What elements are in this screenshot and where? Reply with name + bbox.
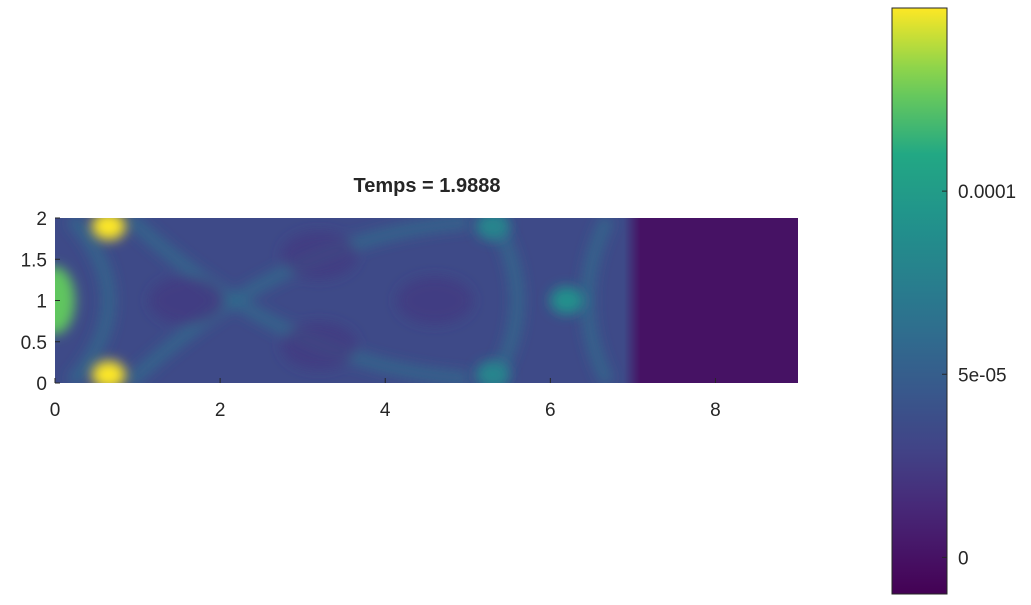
low-amplitude-region <box>396 276 473 325</box>
colorbar: 0 5e-05 0.0001 <box>891 7 1016 595</box>
wave-band <box>486 218 525 383</box>
x-tick-label: 8 <box>710 400 721 421</box>
x-tick-label: 6 <box>545 400 556 421</box>
y-tick-label: 1.5 <box>21 250 47 271</box>
hotspot <box>91 218 126 241</box>
low-amplitude-region <box>281 231 358 280</box>
x-axis: 0 2 4 6 8 <box>50 378 721 421</box>
plot-area <box>55 218 798 383</box>
field-bands <box>66 218 615 383</box>
colorbar-tick-label: 0.0001 <box>958 182 1016 203</box>
x-tick-label: 2 <box>215 400 226 421</box>
x-tick-label: 4 <box>380 400 391 421</box>
hotspot <box>475 218 510 241</box>
colorbar-fill <box>892 8 947 594</box>
colorbar-ticks: 0 5e-05 0.0001 <box>942 182 1016 569</box>
hotspot <box>91 360 126 383</box>
chart-title: Temps = 1.9888 <box>354 175 501 197</box>
wave-band <box>580 218 615 383</box>
y-tick-label: 0.5 <box>21 333 47 354</box>
colorbar-tick-label: 0 <box>958 548 969 569</box>
hotspot <box>549 286 584 315</box>
y-tick-label: 0 <box>36 374 47 395</box>
y-tick-label: 2 <box>36 209 47 230</box>
low-amplitude-region <box>281 321 358 370</box>
low-amplitude-region <box>149 276 226 325</box>
hotspot <box>55 266 75 335</box>
wave-band <box>66 218 116 383</box>
y-axis: 0 0.5 1 1.5 2 <box>21 209 60 395</box>
colorbar-tick-label: 5e-05 <box>958 365 1007 386</box>
y-tick-label: 1 <box>36 292 47 313</box>
hotspot-layer <box>55 218 584 383</box>
colorbar-frame <box>891 7 948 595</box>
hotspot <box>475 360 510 383</box>
x-tick-label: 0 <box>50 400 61 421</box>
